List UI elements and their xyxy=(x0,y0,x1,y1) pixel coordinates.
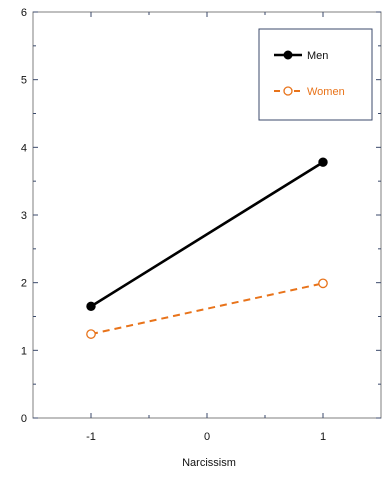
x-tick-label: 1 xyxy=(320,431,326,443)
x-axis-label: Narcissism xyxy=(182,457,236,469)
legend-box xyxy=(258,28,373,121)
data-point-men xyxy=(86,301,96,312)
series-layer xyxy=(86,157,328,339)
x-tick-label: 0 xyxy=(204,431,210,443)
y-tick-label: 0 xyxy=(21,413,27,425)
series-line-women xyxy=(90,282,324,336)
x-tick-label: -1 xyxy=(86,431,96,443)
axis-ticks: 0 1 2 3 4 5 6 -1 0 1 xyxy=(21,7,381,443)
legend-men-marker xyxy=(283,50,293,60)
y-tick-label: 5 xyxy=(21,75,27,87)
y-tick-label: 2 xyxy=(21,278,27,290)
legend: Men Women xyxy=(258,28,373,121)
data-point-men xyxy=(318,157,328,167)
series-line-men xyxy=(90,161,324,308)
y-tick-label: 1 xyxy=(21,345,27,357)
legend-women-label: Women xyxy=(307,86,345,98)
y-tick-label: 3 xyxy=(21,210,27,222)
data-point-women xyxy=(86,329,96,339)
y-tick-label: 4 xyxy=(21,142,27,154)
legend-women-marker xyxy=(283,86,293,96)
data-point-women xyxy=(318,278,328,289)
y-tick-label: 6 xyxy=(21,7,27,19)
legend-men-label: Men xyxy=(307,50,328,62)
